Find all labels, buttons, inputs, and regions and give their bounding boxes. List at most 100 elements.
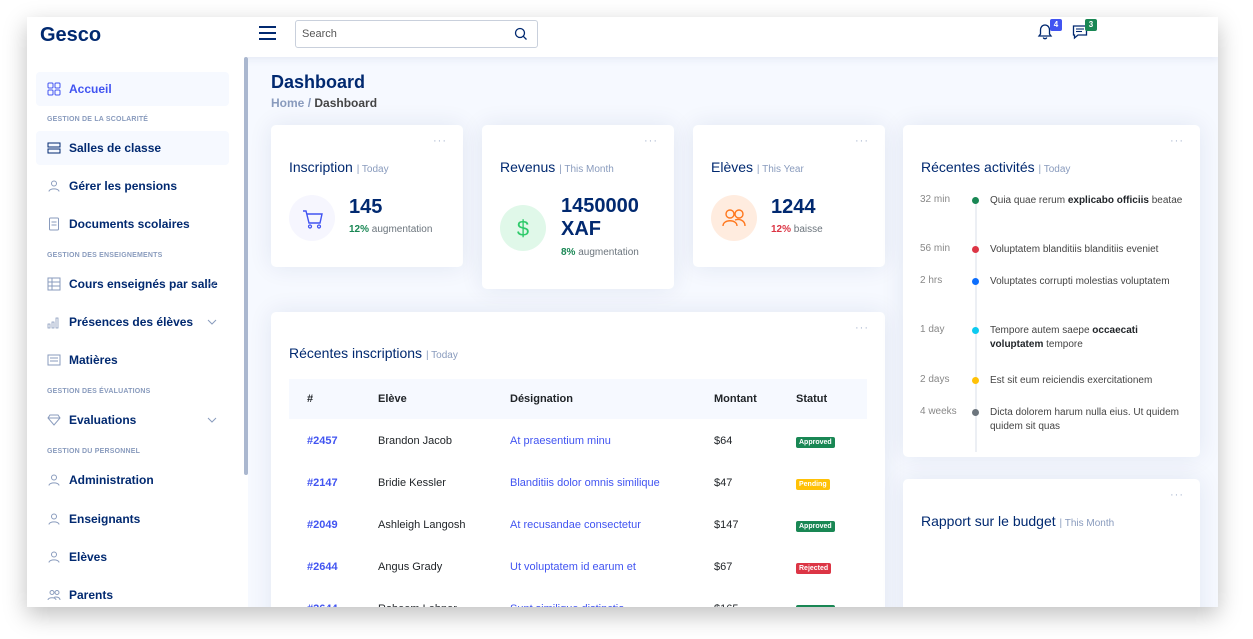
sidebar-item-salles-de-classe[interactable]: Salles de classe [36,131,229,165]
row-id-link[interactable]: #2457 [307,435,338,447]
sidebar-item-label: Administration [69,473,154,487]
row-montant: $147 [714,519,739,531]
column-header: Statut [796,393,828,405]
row-montant: $165 [714,603,738,607]
activity-text: Dicta dolorem harum nulla eius. Ut quide… [990,407,1179,432]
sidebar-item-cours-enseignes[interactable]: Cours enseignés par salle [36,267,229,301]
table-row: #2644 Raheem Lehner Sunt similique distinc… [289,603,867,607]
person-icon [48,474,60,486]
sidebar-item-parents[interactable]: Parents [36,578,229,607]
page-title: Dashboard [271,72,366,92]
sidebar-heading: GESTION DES ÉVALUATIONS [47,388,151,395]
dollar-icon: $ [500,205,546,251]
stat-change: 12% augmentation [349,224,433,235]
sidebar-item-presences[interactable]: Présences des élèves [36,305,229,339]
sidebar-item-label: Documents scolaires [69,217,190,231]
stat-change: 8% augmentation [561,247,639,258]
row-id-link[interactable]: #2049 [307,519,338,531]
notifications-bell-icon[interactable]: 4 [1036,19,1062,43]
row-designation-link[interactable]: Ut voluptatem id earum et [510,561,636,573]
card-title: Rapport sur le budget | This Month [921,513,1115,529]
row-designation-link[interactable]: Blanditiis dolor omnis similique [510,477,660,489]
status-badge: Pending [796,479,830,490]
app-logo[interactable]: Gesco [40,24,102,46]
sidebar-item-matieres[interactable]: Matières [36,343,229,377]
column-header: Elève [378,393,407,405]
sidebar-item-label: Parents [69,588,114,602]
stat-value: 1244 [771,196,816,218]
chevron-down-icon [207,281,217,287]
column-header: Montant [714,393,757,405]
cart-icon [289,195,335,241]
row-designation-link[interactable]: At praesentium minu [510,435,611,447]
row-designation-link[interactable]: At recusandae consectetur [510,519,641,531]
sidebar-heading: GESTION DE LA SCOLARITÉ [47,116,149,123]
menu-toggle-icon[interactable] [259,26,276,40]
row-eleve: Brandon Jacob [378,435,452,447]
card-options-icon[interactable]: ··· [644,135,658,147]
activity-time: 56 min [920,243,951,254]
activity-dot-icon [972,246,979,253]
budget-card: ··· Rapport sur le budget | This Month [903,479,1200,607]
activity-time: 1 day [920,324,945,335]
row-eleve: Raheem Lehner [378,603,457,607]
activity-text: Est sit eum reiciendis exercitationem [990,375,1153,386]
card-options-icon[interactable]: ··· [1170,135,1184,147]
chevron-down-icon [207,417,217,423]
row-eleve: Angus Grady [378,561,443,573]
activity-dot-icon [972,409,979,416]
messages-icon[interactable]: 3 [1071,19,1097,43]
activity-dot-icon [972,327,979,334]
search-input[interactable] [296,21,496,47]
person-icon [48,513,60,525]
sidebar-item-label: Enseignants [69,512,141,526]
notifications-badge: 4 [1050,19,1062,31]
recent-inscriptions-card: ··· Récentes inscriptions | Today [271,312,885,607]
row-eleve: Bridie Kessler [378,477,446,489]
sidebar-item-label: Gérer les pensions [69,179,178,193]
row-designation-link[interactable]: Sunt similique distinctio [510,603,624,607]
status-badge: Approved [796,605,835,607]
sidebar-item-documents-scolaires[interactable]: Documents scolaires [36,207,229,241]
row-id-link[interactable]: #2644 [307,561,338,573]
sidebar-heading: GESTION DES ENSEIGNEMENTS [47,252,163,259]
sidebar-item-administration[interactable]: Administration [36,463,229,497]
classroom-icon [47,142,61,154]
inscription-card: ··· Inscription | Today 145 12% augmenta… [271,125,463,267]
eleves-card: ··· Elèves | This Year 1244 12% baisse [693,125,885,267]
stat-value: 1450000 XAF [561,195,639,240]
sidebar-item-gerer-les-pensions[interactable]: Gérer les pensions [36,169,229,203]
sidebar-item-eleves[interactable]: Elèves [36,540,229,574]
row-montant: $47 [714,477,733,489]
card-options-icon[interactable]: ··· [855,322,869,334]
document-icon [49,217,59,231]
card-title: Elèves | This Year [711,159,804,175]
card-options-icon[interactable]: ··· [855,135,869,147]
activity-time: 4 weeks [920,406,957,417]
sidebar-scrollbar[interactable] [244,57,248,475]
card-title: Revenus | This Month [500,159,614,175]
sidebar-item-evaluations[interactable]: Evaluations [36,403,229,437]
sidebar-item-label: Accueil [69,82,112,96]
activity-dot-icon [972,197,979,204]
row-montant: $67 [714,561,733,573]
sidebar-item-label: Salles de classe [69,141,162,155]
breadcrumb-separator: / [307,96,312,110]
status-badge: Approved [796,521,835,532]
top-header: Gesco 4 3 [27,17,1218,57]
row-id-link[interactable]: #2644 [307,603,338,607]
status-badge: Rejected [796,563,832,574]
status-badge: Approved [796,437,835,448]
row-id-link[interactable]: #2147 [307,477,338,489]
card-options-icon[interactable]: ··· [433,135,447,147]
card-title: Récentes inscriptions | Today [289,345,458,361]
card-options-icon[interactable]: ··· [1170,489,1184,501]
people-icon [47,590,61,601]
card-title: Inscription | Today [289,159,389,175]
search-icon[interactable] [513,26,529,42]
activity-timeline-line [975,197,977,452]
sidebar-item-enseignants[interactable]: Enseignants [36,502,229,536]
table-row: #2457 Brandon Jacob At praesentium minu $64… [289,435,867,455]
sidebar-item-accueil[interactable]: Accueil [36,72,229,106]
breadcrumb-home[interactable]: Home [271,96,305,110]
